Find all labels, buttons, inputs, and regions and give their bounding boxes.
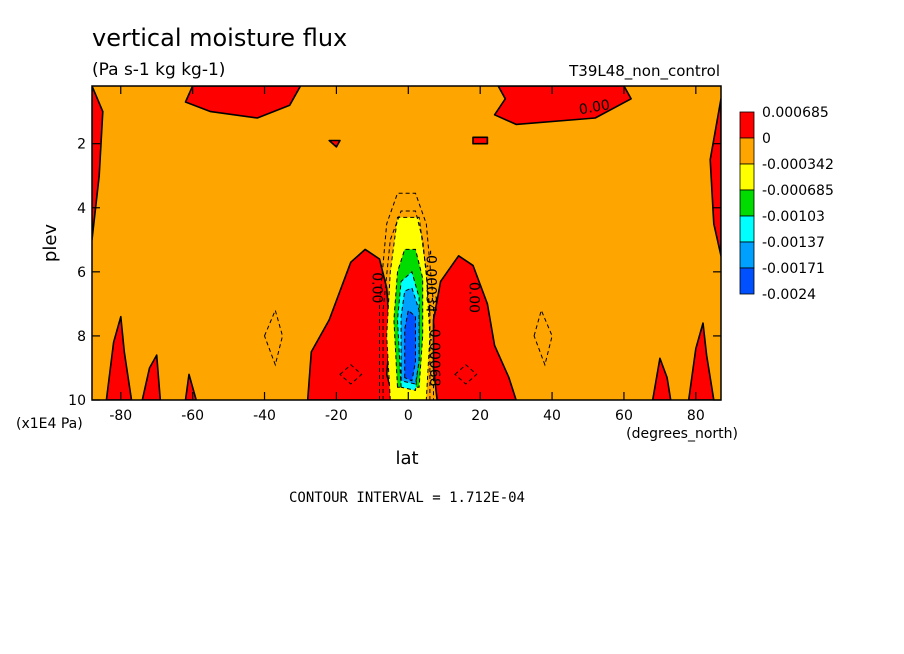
legend-label: 0 [762,131,771,147]
positive-region-bottom-right-spike-2 [687,322,715,400]
x-axis-units: (degrees_north) [626,426,738,442]
negative-core [386,216,431,400]
positive-region-bottom-left-spike-2 [141,354,162,400]
contour-label-1: 0.00 [578,97,611,118]
positive-region-right-edge [709,98,721,257]
positive-region-top-right [493,86,632,126]
y-tick-label: 8 [77,329,86,345]
positive-region-top-left [184,86,302,119]
legend-label: -0.000685 [762,183,834,199]
x-tick-label: -60 [181,408,204,424]
y-tick-label: 4 [77,201,86,217]
legend-label: -0.00137 [762,235,825,251]
positive-region-bottom-right-spike-1 [651,357,672,400]
x-tick-label: -20 [325,408,348,424]
dashed-contour-1 [379,192,434,400]
dataset-label: T39L48_non_control [568,62,720,81]
contour-label-5: -0.00068 [426,324,442,387]
y-axis-units: (x1E4 Pa) [16,416,83,432]
dashed-contour-2 [382,210,431,400]
y-tick-label: 2 [77,137,86,153]
legend-swatch [739,111,755,139]
x-tick-label: -40 [253,408,276,424]
plot-frame [91,85,722,401]
contour-label-4: -0.00034 [422,250,438,313]
x-tick-label: 0 [404,408,413,424]
contour-label-3: 0.00 [465,282,481,313]
y-tick-label: 10 [68,393,86,409]
x-tick-label: -80 [109,408,132,424]
positive-regions [92,86,721,400]
x-tick-label: 40 [543,408,561,424]
legend-label: -0.0024 [762,287,816,303]
contour-label-2: 0.00 [368,272,384,303]
positive-region-upper-small-right [472,136,489,145]
positive-region-bottom-left-spike-1 [105,315,133,400]
dashed-contours [263,192,553,400]
x-axis-label: lat [395,448,418,469]
legend-label: 0.000685 [762,105,829,121]
legend-swatch [739,137,755,165]
dashed-contour-6 [454,364,478,385]
legend-swatch [739,215,755,243]
y-axis: 2 4 6 8 10 [68,137,721,409]
legend-label: -0.00103 [762,209,825,225]
contour-interval: CONTOUR INTERVAL = 1.712E-04 [289,490,525,506]
dashed-contour-4 [533,308,553,367]
chart-subtitle: (Pa s-1 kg kg-1) [92,60,225,80]
dashed-contour-5 [339,364,363,385]
positive-region-bottom-left-spike-3 [184,373,197,400]
x-tick-label: 20 [471,408,489,424]
legend-swatch [739,267,755,295]
plot-area: 0.00 0.00 0.00 -0.00034 -0.00068 [92,86,721,400]
x-axis: -80 -60 -40 -20 0 20 40 60 80 [109,86,705,424]
x-tick-label: 80 [687,408,705,424]
chart-title: vertical moisture flux [92,24,347,52]
legend-label: -0.00171 [762,261,825,277]
positive-region-upper-small-left [328,139,341,148]
contour-labels: 0.00 0.00 0.00 -0.00034 -0.00068 [368,97,611,387]
legend-swatch [739,189,755,217]
legend-swatch [739,163,755,191]
x-tick-label: 60 [615,408,633,424]
legend-swatch [739,241,755,269]
positive-region-left-edge [92,86,104,241]
legend: 0.000685 0 -0.000342 -0.000685 -0.00103 -0.00… [739,105,834,303]
y-axis-label: plev [40,224,61,263]
y-tick-label: 6 [77,265,86,281]
negative-core-level-5 [404,309,416,382]
dashed-contour-3 [263,308,284,367]
legend-label: -0.000342 [762,157,834,173]
